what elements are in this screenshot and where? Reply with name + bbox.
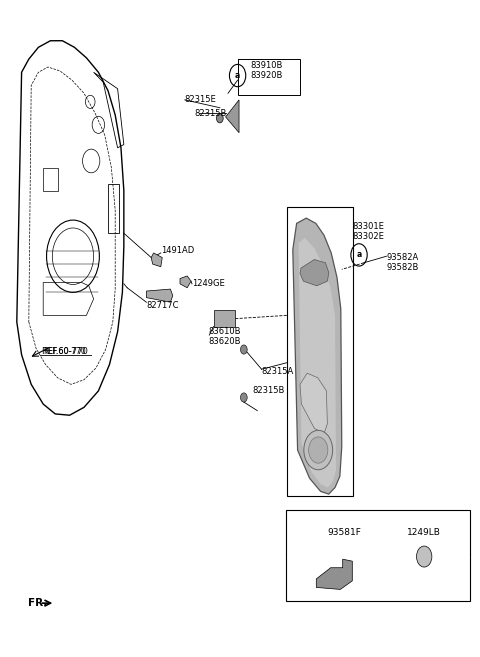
Polygon shape: [151, 253, 162, 267]
Circle shape: [240, 393, 247, 402]
Text: REF.60-770: REF.60-770: [43, 347, 86, 356]
Polygon shape: [299, 238, 336, 487]
Circle shape: [417, 546, 432, 567]
Polygon shape: [300, 260, 329, 286]
Polygon shape: [214, 310, 235, 327]
Polygon shape: [316, 559, 352, 589]
Text: a: a: [293, 530, 298, 535]
Circle shape: [216, 114, 223, 123]
Text: a: a: [235, 71, 240, 80]
Text: 83910B
83920B: 83910B 83920B: [250, 60, 283, 80]
Text: FR.: FR.: [28, 598, 47, 608]
Text: 1491AD: 1491AD: [161, 246, 194, 256]
Circle shape: [240, 345, 247, 354]
Text: 82717C: 82717C: [146, 301, 179, 310]
Polygon shape: [180, 276, 191, 288]
Text: 1249LB: 1249LB: [407, 528, 441, 537]
Polygon shape: [293, 218, 342, 494]
Text: 93582A
93582B: 93582A 93582B: [386, 253, 419, 273]
Text: 82315E: 82315E: [185, 95, 216, 104]
Polygon shape: [300, 373, 327, 434]
Text: REF.60-770: REF.60-770: [41, 347, 88, 356]
Text: 83301E
83302E: 83301E 83302E: [353, 221, 384, 241]
Text: 82315B: 82315B: [252, 386, 284, 396]
Polygon shape: [146, 289, 173, 302]
Text: 82315A: 82315A: [262, 367, 294, 376]
Text: 82315B: 82315B: [194, 108, 227, 118]
Text: a: a: [357, 250, 361, 260]
Polygon shape: [226, 100, 239, 133]
Circle shape: [304, 430, 333, 470]
Text: 83610B
83620B: 83610B 83620B: [209, 327, 241, 346]
Text: 93581F: 93581F: [328, 528, 361, 537]
FancyBboxPatch shape: [286, 510, 470, 601]
Text: 1249GE: 1249GE: [192, 279, 225, 288]
Circle shape: [309, 437, 328, 463]
